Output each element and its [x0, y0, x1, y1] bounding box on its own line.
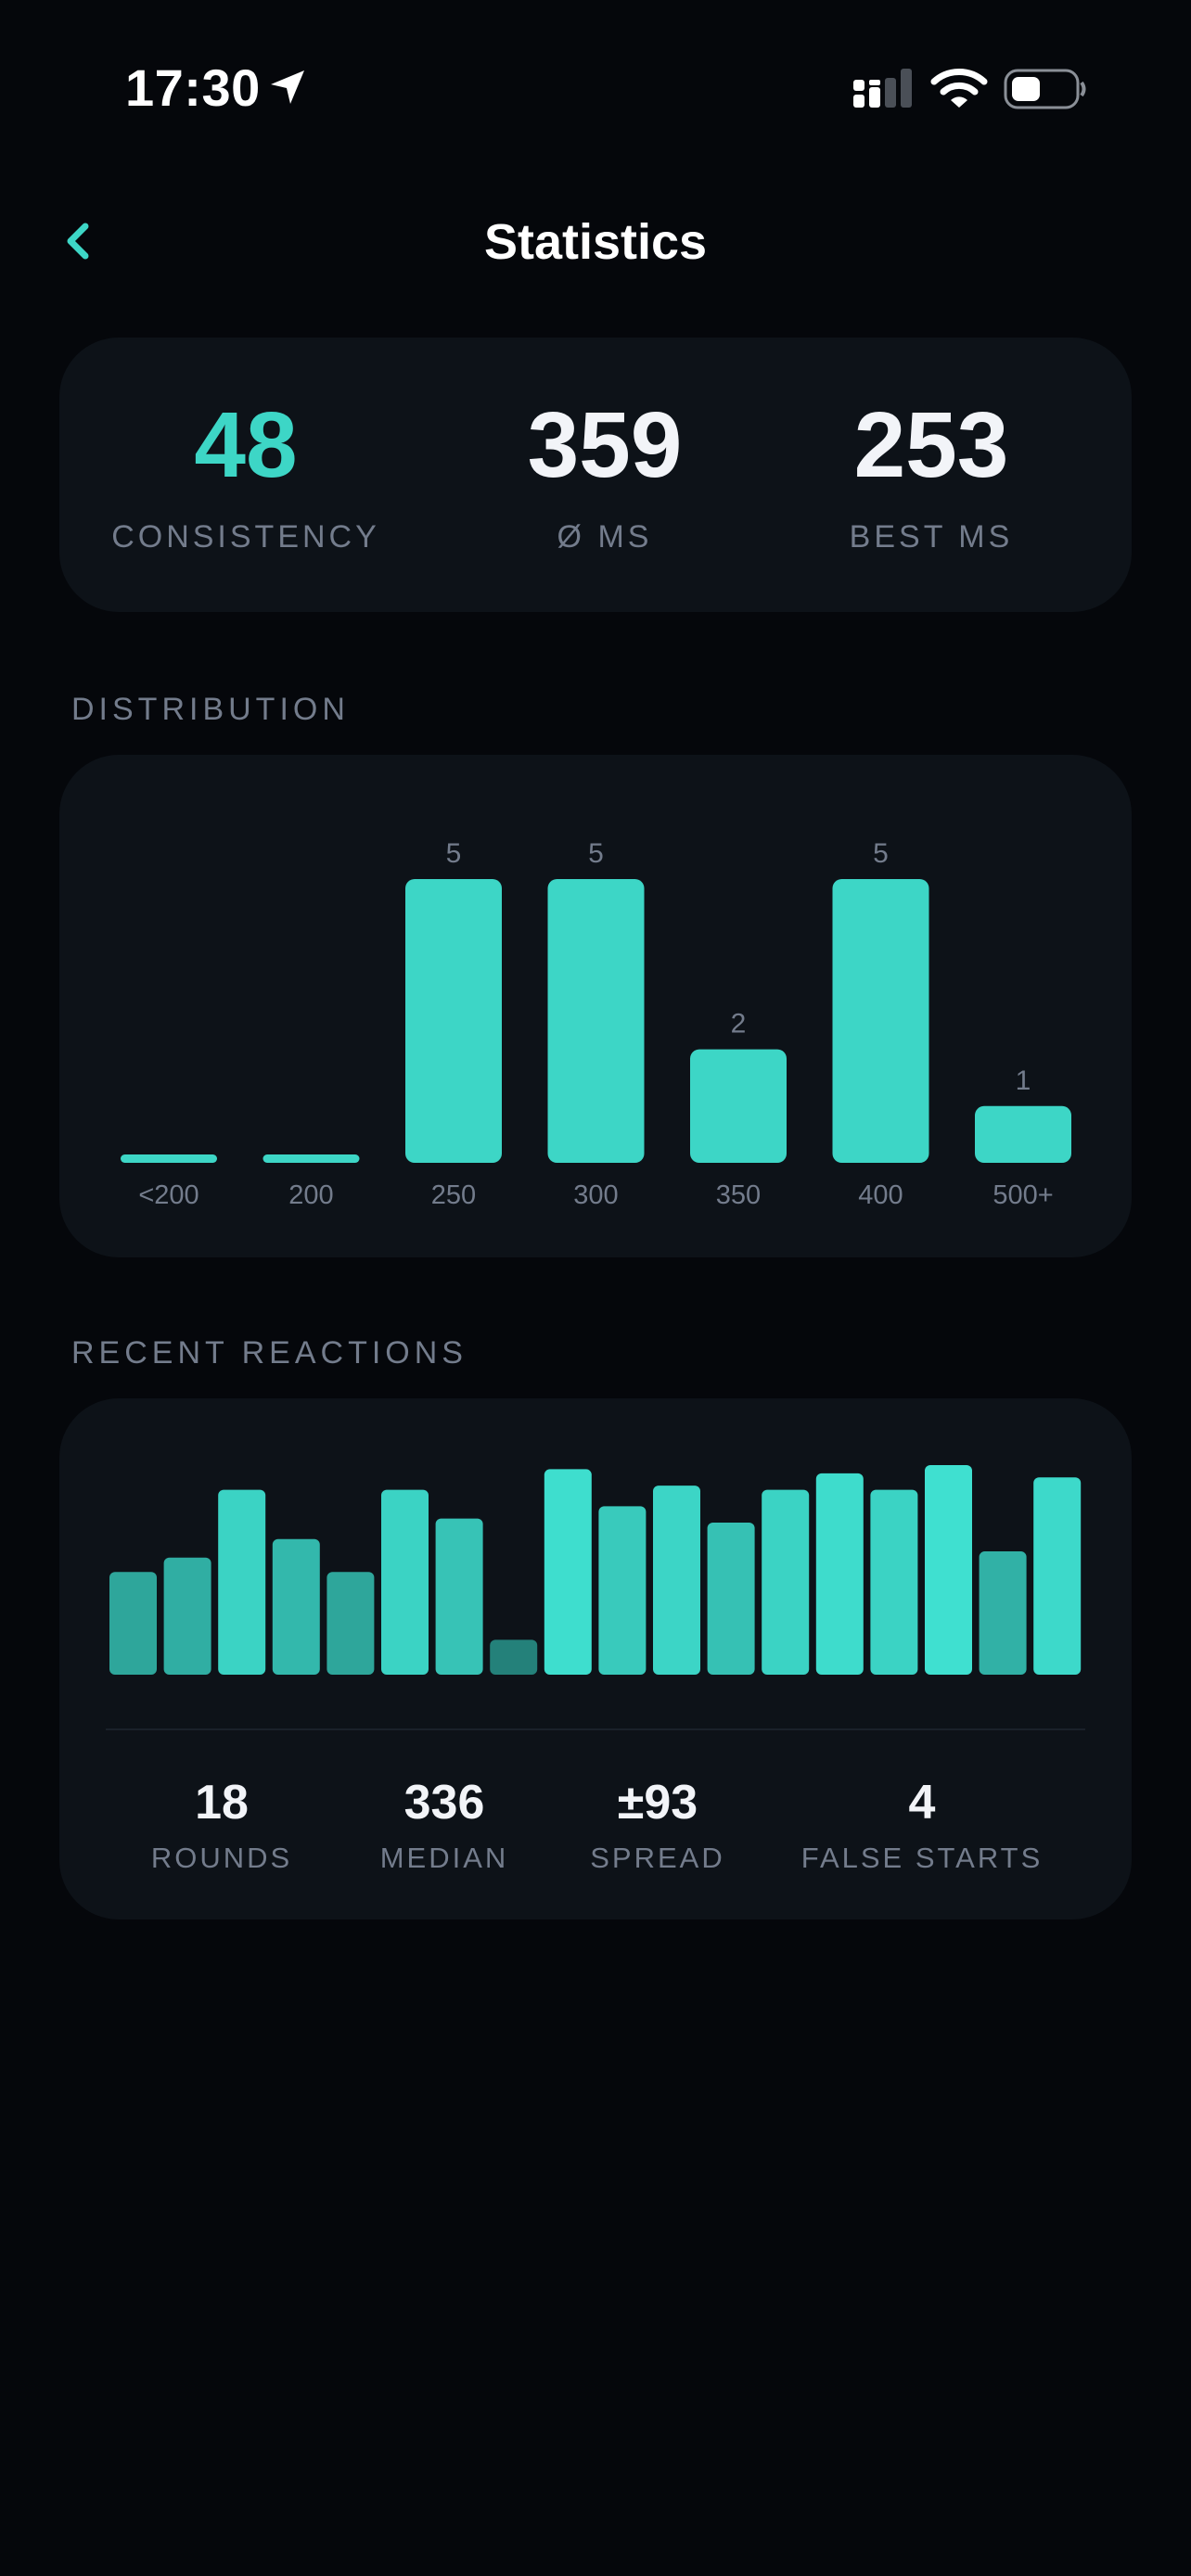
distribution-category-label: 300 [573, 1180, 618, 1210]
recent-reaction-bar [870, 1489, 918, 1675]
recent-reaction-bar [109, 1572, 157, 1675]
recent-reactions-card: 18 ROUNDS 336 MEDIAN ±93 SPREAD 4 FALSE … [59, 1398, 1132, 1919]
false-starts-stat: 4 FALSE STARTS [783, 1398, 1061, 1919]
distribution-bar-value-label: 5 [588, 838, 604, 869]
distribution-bar [263, 1154, 360, 1163]
recent-reactions-section-label: RECENT REACTIONS [71, 1335, 467, 1371]
distribution-category-label: 200 [288, 1180, 333, 1210]
chevron-left-icon [67, 223, 89, 260]
status-bar: 17:30 [0, 0, 1191, 167]
distribution-bar [690, 1049, 787, 1163]
distribution-bar [405, 879, 502, 1163]
recent-reaction-bar [815, 1473, 864, 1675]
rounds-label: ROUNDS [150, 1842, 293, 1874]
recent-reaction-bar [707, 1523, 755, 1675]
best-ms-stat: 253 BEST MS [820, 338, 1043, 612]
consistency-label: CONSISTENCY [111, 519, 380, 555]
distribution-category-label: <200 [138, 1180, 198, 1210]
best-ms-value: 253 [853, 393, 1009, 497]
false-starts-value: 4 [908, 1776, 936, 1830]
distribution-chart: <200 200 5 250 5 300 2 350 5 400 1 500+ [121, 838, 1071, 1210]
recent-reaction-bar [272, 1538, 320, 1675]
distribution-category-label: 350 [716, 1180, 761, 1210]
rounds-stat: 18 ROUNDS [134, 1398, 310, 1919]
distribution-bar-value-label: 5 [873, 838, 889, 869]
recent-reaction-bar [218, 1489, 266, 1675]
recent-reaction-bar [979, 1551, 1027, 1675]
distribution-category-label: 400 [858, 1180, 903, 1210]
page-title: Statistics [483, 214, 708, 270]
distribution-bar-value-label: 1 [1016, 1065, 1031, 1096]
rounds-value: 18 [195, 1776, 249, 1830]
distribution-category-label: 250 [431, 1180, 476, 1210]
wifi-icon [930, 69, 988, 108]
recent-reaction-bar [381, 1489, 429, 1675]
false-starts-label: FALSE STARTS [800, 1842, 1044, 1874]
spread-stat: ±93 SPREAD [570, 1398, 746, 1919]
navigation-bar: Statistics [0, 185, 1191, 297]
recent-reaction-bar [435, 1518, 483, 1675]
best-ms-label: BEST MS [849, 519, 1014, 555]
recent-reaction-bar [163, 1557, 211, 1675]
cellular-signal-icon [853, 69, 912, 108]
recent-reaction-bar [598, 1506, 647, 1675]
recent-reaction-bar [490, 1639, 538, 1675]
consistency-value: 48 [194, 393, 298, 497]
recent-reaction-bar [327, 1572, 375, 1675]
median-value: 336 [403, 1776, 485, 1830]
spread-label: SPREAD [590, 1842, 725, 1874]
recent-reaction-bar [544, 1469, 592, 1675]
average-ms-value: 359 [527, 393, 683, 497]
distribution-bar-value-label: 2 [731, 1009, 747, 1039]
distribution-bar [121, 1154, 217, 1163]
recent-reaction-bar [653, 1486, 700, 1675]
average-ms-stat: 359 Ø MS [493, 338, 716, 612]
card-divider [106, 1728, 1085, 1730]
distribution-bar [975, 1105, 1071, 1163]
battery-icon [1004, 69, 1086, 109]
distribution-category-label: 500+ [992, 1180, 1053, 1210]
status-time: 17:30 [125, 58, 261, 117]
distribution-card: <200 200 5 250 5 300 2 350 5 400 1 500+ [59, 755, 1132, 1257]
recent-reaction-bar [762, 1489, 810, 1675]
recent-reaction-bar [1033, 1477, 1082, 1675]
location-arrow-icon [271, 70, 304, 104]
summary-card: 48 CONSISTENCY 359 Ø MS 253 BEST MS [59, 338, 1132, 612]
median-stat: 336 MEDIAN [356, 1398, 532, 1919]
spread-value: ±93 [617, 1776, 698, 1830]
distribution-bar [832, 879, 929, 1163]
distribution-bar [547, 879, 645, 1163]
recent-reaction-bar [925, 1465, 972, 1675]
median-label: MEDIAN [379, 1842, 509, 1874]
distribution-bar-value-label: 5 [446, 838, 462, 869]
back-button[interactable] [52, 206, 122, 276]
average-ms-label: Ø MS [557, 519, 653, 555]
distribution-section-label: DISTRIBUTION [71, 692, 350, 727]
recent-reactions-chart [109, 1465, 1082, 1675]
consistency-stat: 48 CONSISTENCY [111, 338, 380, 612]
